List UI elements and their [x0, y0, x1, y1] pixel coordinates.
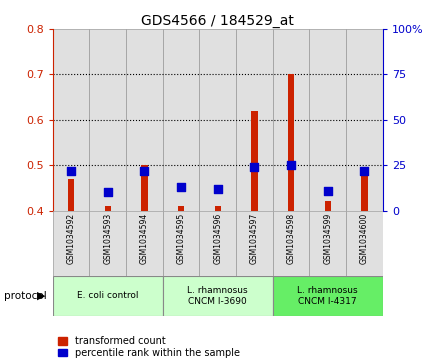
Bar	[215, 206, 221, 363]
Text: GSM1034597: GSM1034597	[250, 212, 259, 264]
Title: GDS4566 / 184529_at: GDS4566 / 184529_at	[141, 14, 294, 28]
Bar	[309, 211, 346, 276]
Text: GSM1034593: GSM1034593	[103, 212, 112, 264]
Text: GSM1034600: GSM1034600	[360, 212, 369, 264]
Bar	[346, 211, 383, 276]
Bar	[273, 211, 309, 276]
Bar	[178, 206, 184, 363]
Legend: transformed count, percentile rank within the sample: transformed count, percentile rank withi…	[58, 336, 240, 358]
Bar	[141, 165, 148, 363]
Bar	[163, 276, 273, 316]
Bar	[346, 29, 383, 211]
Point	[251, 164, 258, 170]
Bar	[68, 179, 74, 363]
Bar	[126, 29, 163, 211]
Point	[178, 184, 185, 190]
Point	[104, 189, 111, 195]
Point	[214, 186, 221, 192]
Bar	[53, 29, 89, 211]
Bar	[309, 29, 346, 211]
Bar	[89, 211, 126, 276]
Bar	[89, 29, 126, 211]
Text: L. rhamnosus
CNCM I-3690: L. rhamnosus CNCM I-3690	[187, 286, 248, 306]
Bar	[163, 211, 199, 276]
Bar	[273, 29, 309, 211]
Point	[141, 168, 148, 174]
Text: GSM1034596: GSM1034596	[213, 212, 222, 264]
Text: GSM1034598: GSM1034598	[286, 212, 296, 264]
Point	[324, 188, 331, 193]
Text: protocol: protocol	[4, 291, 47, 301]
Bar	[126, 211, 163, 276]
Text: E. coli control: E. coli control	[77, 291, 139, 300]
Bar	[288, 74, 294, 363]
Text: ▶: ▶	[37, 291, 46, 301]
Bar	[273, 276, 383, 316]
Bar	[361, 170, 368, 363]
Text: GSM1034595: GSM1034595	[176, 212, 186, 264]
Bar	[251, 111, 258, 363]
Bar	[53, 276, 163, 316]
Text: GSM1034592: GSM1034592	[66, 212, 76, 264]
Text: GSM1034594: GSM1034594	[140, 212, 149, 264]
Text: GSM1034599: GSM1034599	[323, 212, 332, 264]
Bar	[53, 211, 89, 276]
Text: L. rhamnosus
CNCM I-4317: L. rhamnosus CNCM I-4317	[297, 286, 358, 306]
Bar	[236, 29, 273, 211]
Point	[68, 168, 75, 174]
Point	[288, 162, 295, 168]
Bar	[236, 211, 273, 276]
Bar	[163, 29, 199, 211]
Bar	[199, 211, 236, 276]
Bar	[325, 201, 331, 363]
Bar	[199, 29, 236, 211]
Bar	[105, 206, 111, 363]
Point	[361, 168, 368, 174]
